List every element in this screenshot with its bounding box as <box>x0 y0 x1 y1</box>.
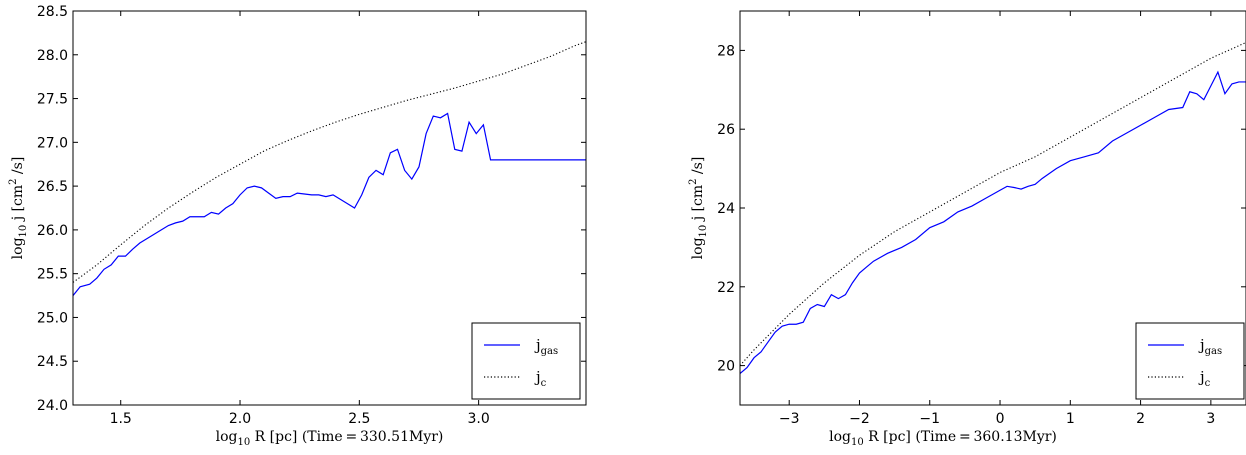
x-axis-label: log10 R [pc] (Time = 330.51Myr) <box>216 429 444 448</box>
y-tick-label: 24.5 <box>37 354 68 370</box>
legend-box <box>1135 322 1245 400</box>
legend-label-c: jc <box>1198 368 1211 389</box>
y-tick-label: 26.5 <box>37 179 68 195</box>
y-axis-label: log10 j [cm2 /s] <box>8 157 29 260</box>
series-line-c <box>740 42 1246 366</box>
y-tick-label: 28.0 <box>37 48 68 64</box>
series-line-gas <box>73 112 586 296</box>
plot-frame <box>72 10 587 406</box>
y-tick-label: 27.5 <box>37 92 68 108</box>
x-tick-label: −3 <box>779 411 800 427</box>
y-tick-label: 22 <box>717 280 735 296</box>
y-axis-label: log10 j [cm2 /s] <box>688 157 709 260</box>
legend-box <box>471 322 581 400</box>
chart-panel-2: −3 −2 −1 0 1 2 3 20 22 24 26 28 log10 R [pc] (Time =… <box>688 10 1246 448</box>
x-tick-label: 2.0 <box>229 411 251 427</box>
x-tick-label: 3.0 <box>467 411 489 427</box>
y-tick-label: 25.5 <box>37 267 68 283</box>
chart-panel-1: 1.5 2.0 2.5 3.0 24.0 24.5 25.0 25.5 26.0 26.5 27.0… <box>8 4 587 448</box>
x-tick-label: −1 <box>919 411 940 427</box>
x-tick-label: 2.5 <box>348 411 370 427</box>
y-tick-label: 28.5 <box>37 4 68 20</box>
x-tick-label: −2 <box>849 411 870 427</box>
legend-label-gas: jgas <box>1198 336 1222 357</box>
y-tick-label: 27.0 <box>37 135 68 151</box>
y-tick-label: 24 <box>717 201 735 217</box>
y-tick-label: 26.0 <box>37 223 68 239</box>
x-tick-label: 1 <box>1066 411 1075 427</box>
y-tick-label: 26 <box>717 122 735 138</box>
x-axis-label: log10 R [pc] (Time = 360.13Myr) <box>829 429 1057 448</box>
series-line-c <box>73 41 586 283</box>
legend-label-c: jc <box>534 368 547 389</box>
x-tick-label: 1.5 <box>110 411 132 427</box>
y-tick-label: 25.0 <box>37 310 68 326</box>
y-tick-label: 24.0 <box>37 398 68 414</box>
x-tick-label: 3 <box>1206 411 1215 427</box>
legend-label-gas: jgas <box>534 336 558 357</box>
legend: jgas jc <box>1135 322 1245 400</box>
legend: jgas jc <box>471 322 581 400</box>
y-tick-label: 20 <box>717 359 735 375</box>
x-tick-label: 0 <box>996 411 1005 427</box>
series-line-gas <box>740 70 1246 374</box>
x-tick-label: 2 <box>1136 411 1145 427</box>
y-tick-label: 28 <box>717 43 735 59</box>
